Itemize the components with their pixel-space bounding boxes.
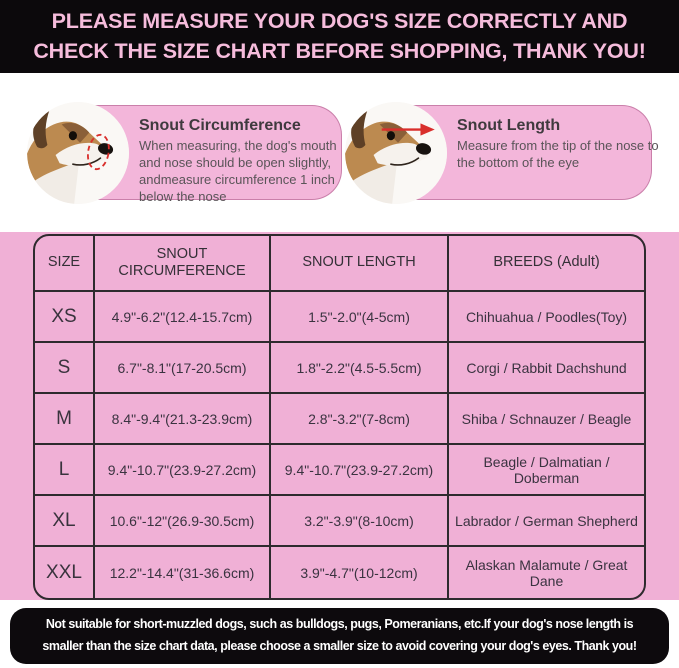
circumference-cell: 10.6"-12"(26.9-30.5cm) bbox=[95, 496, 271, 547]
footnote-line-2: smaller than the size chart data, please… bbox=[42, 639, 637, 653]
banner-line-1: PLEASE MEASURE YOUR DOG'S SIZE CORRECTLY… bbox=[51, 9, 628, 34]
top-banner: PLEASE MEASURE YOUR DOG'S SIZE CORRECTLY… bbox=[0, 0, 679, 73]
footnote-banner: Not suitable for short-muzzled dogs, suc… bbox=[10, 608, 669, 664]
breeds-cell: Shiba / Schnauzer / Beagle bbox=[449, 394, 644, 445]
length-cell: 1.8"-2.2"(4.5-5.5cm) bbox=[271, 343, 449, 394]
size-cell: L bbox=[35, 445, 95, 496]
guide-description: When measuring, the dog's mouth and nose… bbox=[139, 138, 337, 204]
circumference-cell: 12.2"-14.4"(31-36.6cm) bbox=[95, 547, 271, 598]
breeds-cell: Labrador / German Shepherd bbox=[449, 496, 644, 547]
size-cell: XXL bbox=[35, 547, 95, 598]
dog-head-photo-length bbox=[345, 102, 447, 204]
size-chart-table: SIZE SNOUT CIRCUMFERENCE SNOUT LENGTH BR… bbox=[33, 234, 646, 600]
measuring-guide-section: Snout Circumference When measuring, the … bbox=[0, 73, 679, 232]
length-cell: 9.4"-10.7"(23.9-27.2cm) bbox=[271, 445, 449, 496]
snout-length-guide: Snout Length Measure from the tip of the… bbox=[345, 102, 659, 204]
length-cell: 1.5"-2.0"(4-5cm) bbox=[271, 292, 449, 343]
length-cell: 3.9"-4.7"(10-12cm) bbox=[271, 547, 449, 598]
breeds-cell: Alaskan Malamute / Great Dane bbox=[465, 556, 628, 589]
guide-title: Snout Circumference bbox=[139, 117, 301, 134]
banner-line-2: CHECK THE SIZE CHART BEFORE SHOPPING, TH… bbox=[33, 38, 646, 63]
guide-text-circumference: Snout Circumference When measuring, the … bbox=[139, 106, 341, 206]
size-cell: XS bbox=[35, 292, 95, 343]
guide-description: Measure from the tip of the nose to the … bbox=[457, 138, 659, 170]
size-cell: S bbox=[35, 343, 95, 394]
snout-circumference-guide: Snout Circumference When measuring, the … bbox=[27, 102, 342, 204]
column-header-length: SNOUT LENGTH bbox=[271, 236, 449, 292]
length-cell: 3.2"-3.9"(8-10cm) bbox=[271, 496, 449, 547]
circumference-cell: 4.9"-6.2"(12.4-15.7cm) bbox=[95, 292, 271, 343]
dog-head-icon bbox=[27, 102, 129, 204]
circumference-cell: 8.4"-9.4"(21.3-23.9cm) bbox=[95, 394, 271, 445]
circumference-cell: 6.7"-8.1"(17-20.5cm) bbox=[95, 343, 271, 394]
size-chart-section: SIZE SNOUT CIRCUMFERENCE SNOUT LENGTH BR… bbox=[0, 232, 679, 600]
breeds-cell: Beagle / Dalmatian / Doberman bbox=[449, 445, 644, 496]
circumference-cell: 9.4"-10.7"(23.9-27.2cm) bbox=[95, 445, 271, 496]
column-header-breeds: BREEDS (Adult) bbox=[449, 236, 644, 292]
footnote-line-1: Not suitable for short-muzzled dogs, suc… bbox=[45, 617, 634, 632]
dog-head-photo-circumference bbox=[27, 102, 129, 204]
column-header-circumference: SNOUT CIRCUMFERENCE bbox=[95, 236, 271, 292]
arrow-icon bbox=[381, 123, 435, 136]
dashed-ellipse-icon bbox=[86, 133, 110, 171]
dog-head-icon bbox=[345, 102, 447, 204]
length-cell: 2.8"-3.2"(7-8cm) bbox=[271, 394, 449, 445]
size-cell: M bbox=[35, 394, 95, 445]
breeds-cell: Corgi / Rabbit Dachshund bbox=[449, 343, 644, 394]
size-cell: XL bbox=[35, 496, 95, 547]
breeds-cell: Chihuahua / Poodles(Toy) bbox=[449, 292, 644, 343]
column-header-size: SIZE bbox=[35, 236, 95, 292]
guide-text-length: Snout Length Measure from the tip of the… bbox=[457, 106, 659, 172]
guide-title: Snout Length bbox=[457, 117, 561, 134]
